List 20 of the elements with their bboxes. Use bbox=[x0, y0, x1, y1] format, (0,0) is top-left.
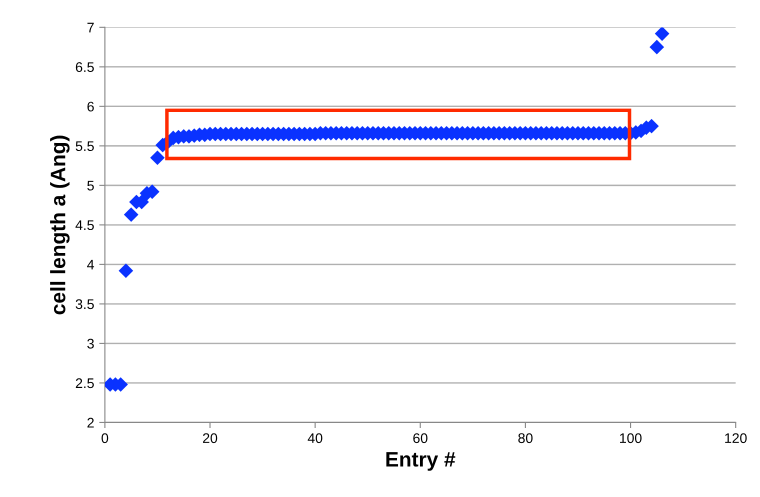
y-tick-label: 6 bbox=[87, 102, 94, 112]
y-tick-label: 3.5 bbox=[76, 299, 94, 310]
y-axis-title: cell length a (Ang) bbox=[50, 136, 70, 314]
x-tick-label: 120 bbox=[725, 433, 747, 444]
y-tick-label: 6.5 bbox=[76, 62, 94, 72]
y-tick-label: 2 bbox=[87, 418, 94, 428]
y-tick-label: 4 bbox=[87, 260, 94, 270]
y-tick-label: 2.5 bbox=[76, 378, 94, 388]
x-tick-label: 60 bbox=[413, 433, 428, 444]
x-tick-label: 80 bbox=[518, 433, 533, 444]
x-axis-title: Entry # bbox=[386, 452, 456, 471]
x-tick-label: 20 bbox=[202, 433, 218, 444]
x-tick-label: 100 bbox=[620, 433, 642, 444]
x-tick-label: 40 bbox=[308, 433, 322, 444]
y-tick-label: 5.5 bbox=[76, 141, 94, 152]
x-tick-label: 0 bbox=[102, 433, 108, 444]
y-tick-label: 3 bbox=[87, 338, 94, 349]
y-tick-label: 5 bbox=[87, 180, 94, 191]
y-tick-label: 4.5 bbox=[75, 220, 94, 230]
y-tick-label: 7 bbox=[87, 22, 94, 32]
